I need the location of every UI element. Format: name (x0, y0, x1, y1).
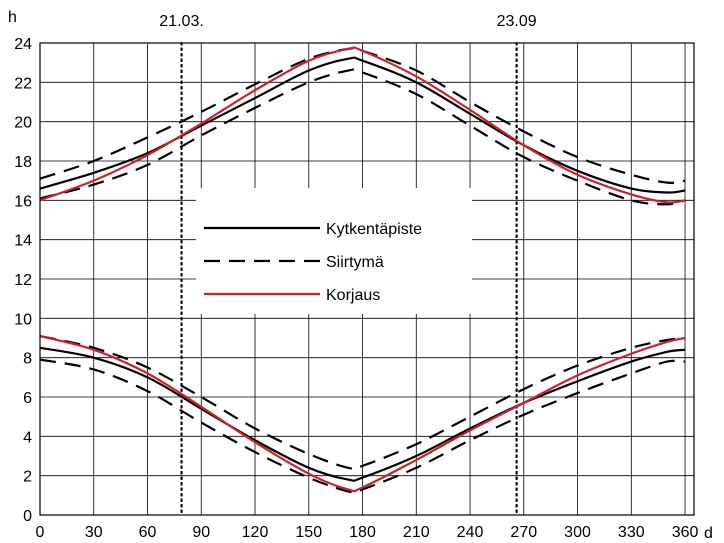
series-line-dashed-1 (39, 68, 686, 206)
y-tick-label: 8 (23, 351, 32, 368)
y-tick-label: 2 (23, 469, 32, 486)
x-tick-label: 90 (192, 524, 210, 541)
legend-label: Siirtymä (326, 254, 384, 271)
y-tick-label: 20 (14, 115, 32, 132)
x-tick-label: 150 (295, 524, 322, 541)
y-axis-label: h (8, 9, 17, 26)
series-line-dashed-3 (39, 358, 686, 494)
legend-label: Kytkentäpiste (326, 221, 422, 238)
series-line-solid-1 (39, 346, 686, 482)
y-tick-label: 12 (14, 272, 32, 289)
legend: Kytkentäpiste Siirtymä Korjaus (204, 221, 422, 304)
x-tick-label: 300 (564, 524, 591, 541)
x-tick-labels: 0 30 60 90 120 150 180 210 240 270 300 330 360 (36, 524, 699, 541)
y-tick-label: 6 (23, 390, 32, 407)
series-line-solid-1 (39, 334, 686, 493)
x-axis-label: d (704, 525, 713, 542)
y-tick-label: 18 (14, 154, 32, 171)
series-line-dashed-2 (39, 334, 686, 471)
y-tick-label: 0 (23, 508, 32, 525)
legend-label: Korjaus (326, 287, 380, 304)
y-tick-label: 10 (14, 311, 32, 328)
series-group (39, 46, 686, 494)
plot-frame (39, 42, 695, 516)
x-tick-label: 240 (457, 524, 484, 541)
x-tick-label: 180 (349, 524, 376, 541)
x-tick-label: 0 (36, 524, 45, 541)
y-tick-label: 14 (14, 233, 32, 250)
reference-line-label: 23.09 (497, 13, 537, 30)
y-tick-label: 24 (14, 36, 32, 53)
y-tick-label: 16 (14, 193, 32, 210)
reference-line-label: 21.03. (159, 13, 203, 30)
x-tick-label: 210 (403, 524, 430, 541)
x-tick-label: 120 (242, 524, 269, 541)
x-tick-label: 330 (618, 524, 645, 541)
x-tick-label: 60 (139, 524, 157, 541)
series-line-solid-0 (39, 46, 686, 204)
x-tick-label: 270 (510, 524, 537, 541)
x-tick-label: 30 (85, 524, 103, 541)
y-tick-label: 4 (23, 429, 32, 446)
y-tick-label: 22 (14, 75, 32, 92)
x-tick-label: 360 (672, 524, 699, 541)
